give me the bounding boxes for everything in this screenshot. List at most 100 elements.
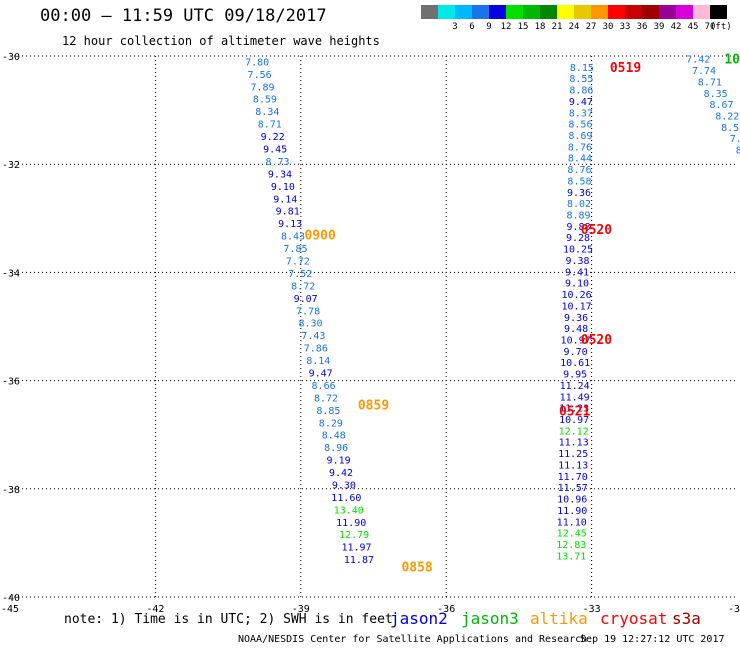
footer-note: note: 1) Time is in UTC; 2) SWH is in fe… xyxy=(64,612,393,627)
swh-data-label: 9.81 xyxy=(276,207,300,218)
swh-data-label: 8.43 xyxy=(281,232,305,243)
swh-data-label: 11.57 xyxy=(558,483,588,494)
swh-data-label: 8.8 xyxy=(736,146,740,157)
legend-bin-label: 33 xyxy=(619,22,631,32)
legend-bin-label: 70 xyxy=(704,22,716,32)
x-tick-label: -45 xyxy=(1,604,19,615)
x-tick-label: -36 xyxy=(437,604,455,615)
pass-time-label: 0521 xyxy=(559,404,590,419)
satellite-jason2-label: jason2 xyxy=(390,609,448,628)
satellite-jason3-label: jason3 xyxy=(461,609,519,628)
swh-data-label: 8.56 xyxy=(568,120,592,131)
swh-data-label: 11.87 xyxy=(344,555,374,566)
swh-data-label: 7.86 xyxy=(304,344,328,355)
legend-unit-label: (ft) xyxy=(710,22,732,32)
swh-data-label: 8.76 xyxy=(567,165,591,176)
swh-data-label: 7.72 xyxy=(286,256,310,267)
swh-data-label: 9.42 xyxy=(329,468,353,479)
y-tick-label: -32 xyxy=(2,160,20,171)
swh-data-label: 11.25 xyxy=(558,449,588,460)
swh-data-label: 10.61 xyxy=(560,358,590,369)
x-tick-label: -33 xyxy=(583,604,601,615)
swh-data-label: 8.67 xyxy=(709,100,733,111)
legend-swatch xyxy=(659,5,676,19)
swh-data-label: 8.34 xyxy=(255,107,279,118)
pass-time-label: 0519 xyxy=(610,61,641,76)
swh-data-label: 10.96 xyxy=(557,495,587,506)
legend-swatch xyxy=(472,5,489,19)
swh-data-label: 13.71 xyxy=(556,551,586,562)
map-subtitle: 12 hour collection of altimeter wave hei… xyxy=(62,34,380,48)
legend-swatch xyxy=(608,5,625,19)
swh-data-label: 12.83 xyxy=(556,540,586,551)
swh-data-label: 9.07 xyxy=(294,294,318,305)
swh-data-label: 10.25 xyxy=(563,245,593,256)
pass-time-label: 0858 xyxy=(401,561,432,576)
swh-data-label: 7.85 xyxy=(283,244,307,255)
swh-data-label: 8.71 xyxy=(698,77,722,88)
y-tick-label: -34 xyxy=(2,268,20,279)
swh-data-label: 9.36 xyxy=(564,313,588,324)
swh-data-label: 9.28 xyxy=(566,233,590,244)
swh-data-label: 11.49 xyxy=(560,392,590,403)
pass-time-label: 0859 xyxy=(358,398,389,413)
swh-data-label: 9.95 xyxy=(563,370,587,381)
pass-time-label: 10 xyxy=(724,53,740,68)
swh-data-label: 8.72 xyxy=(314,393,338,404)
swh-data-label: 9.10 xyxy=(271,182,295,193)
swh-data-label: 9.88 xyxy=(566,222,590,233)
credit-line: NOAA/NESDIS Center for Satellite Applica… xyxy=(238,634,588,645)
swh-data-label: 11.10 xyxy=(557,517,587,528)
swh-data-label: 11.90 xyxy=(557,506,587,517)
swh-data-label: 7.74 xyxy=(692,66,716,77)
legend-swatch xyxy=(591,5,608,19)
swh-data-label: 8.14 xyxy=(306,356,330,367)
swh-data-label: 11.13 xyxy=(559,438,589,449)
swh-data-label: 7.80 xyxy=(245,57,269,68)
swh-data-label: 8.35 xyxy=(704,89,728,100)
swh-data-label: 8.53 xyxy=(721,123,740,134)
legend-swatch xyxy=(506,5,523,19)
swh-data-label: 8.96 xyxy=(324,443,348,454)
legend-bin-label: 27 xyxy=(585,22,597,32)
swh-data-label: 8.69 xyxy=(568,131,592,142)
legend-swatch xyxy=(455,5,472,19)
swh-data-label: 7.78 xyxy=(296,306,320,317)
y-tick-label: -38 xyxy=(2,485,20,496)
swh-data-label: 10.97 xyxy=(561,335,591,346)
swh-data-label: 8.66 xyxy=(312,381,336,392)
satellite-cryosat-label: cryosat xyxy=(600,609,668,628)
swh-data-label: 10.26 xyxy=(562,290,592,301)
legend-swatch xyxy=(710,5,727,19)
pass-time-label: 0520 xyxy=(581,223,612,238)
x-tick-label: -39 xyxy=(292,604,310,615)
legend-swatch xyxy=(421,5,438,19)
legend-swatch xyxy=(642,5,659,19)
legend-bin-label: 21 xyxy=(551,22,563,32)
swh-data-label: 9.34 xyxy=(268,169,292,180)
swh-data-label: 9.30 xyxy=(332,480,356,491)
swh-data-label: 8.72 xyxy=(291,281,315,292)
swh-data-label: 12.12 xyxy=(559,426,589,437)
swh-data-label: 8.58 xyxy=(567,176,591,187)
swh-data-label: 9.19 xyxy=(327,456,351,467)
swh-data-label: 11.13 xyxy=(558,460,588,471)
swh-data-label: 8.89 xyxy=(566,211,590,222)
legend-bin-label: 36 xyxy=(636,22,648,32)
legend-swatch xyxy=(676,5,693,19)
swh-data-label: 8.86 xyxy=(569,86,593,97)
swh-data-label: 12.79 xyxy=(339,530,369,541)
swh-data-label: 11.97 xyxy=(341,543,371,554)
swh-data-label: 9.41 xyxy=(565,267,589,278)
legend-swatch xyxy=(557,5,574,19)
swh-data-label: 9.22 xyxy=(261,132,285,143)
swh-data-label: 11.90 xyxy=(336,518,366,529)
swh-data-label: 11.23 xyxy=(559,404,589,415)
legend-swatch xyxy=(523,5,540,19)
swh-data-label: 8.71 xyxy=(258,120,282,131)
swh-data-label: 9.48 xyxy=(564,324,588,335)
swh-data-label: 9.36 xyxy=(567,188,591,199)
legend-bin-label: 6 xyxy=(469,22,475,32)
swh-data-label: 11.24 xyxy=(560,381,590,392)
